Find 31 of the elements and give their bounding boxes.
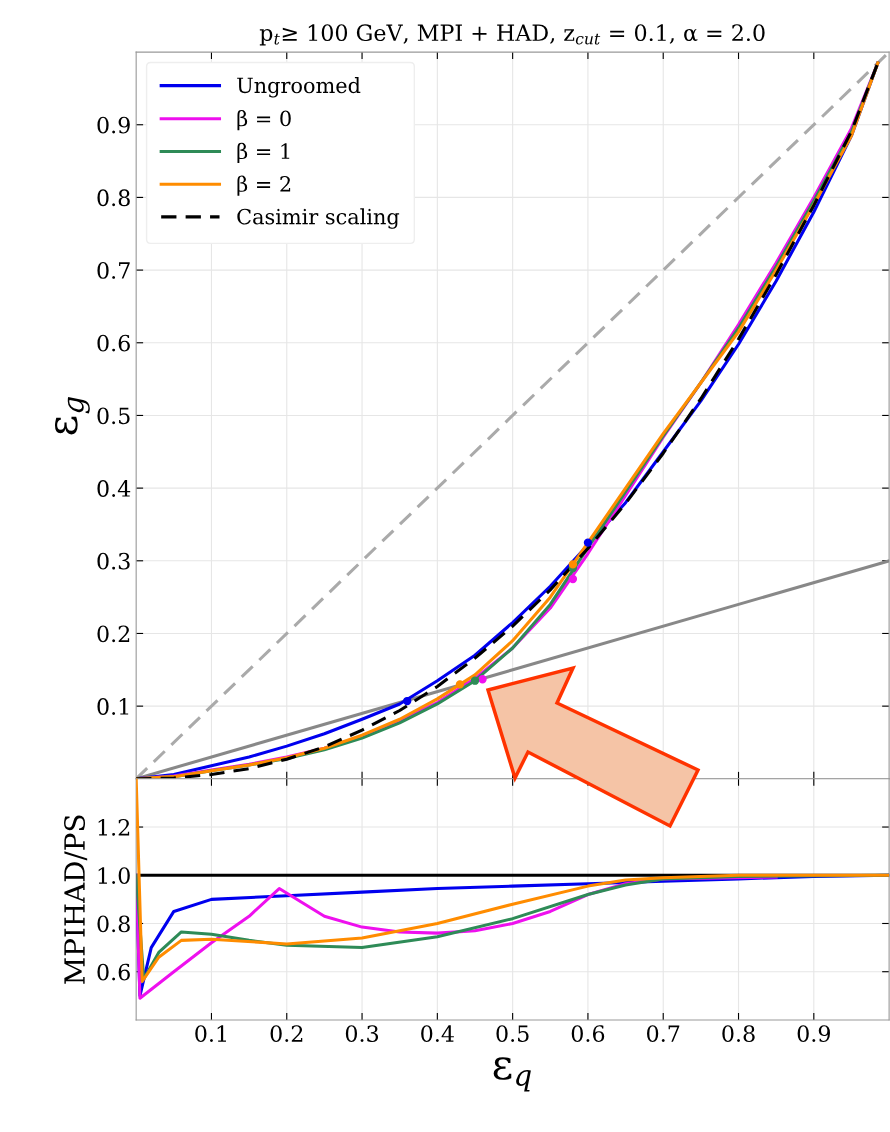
legend-label: β = 0 [237, 110, 291, 131]
x-tick-label: 0.3 [345, 1025, 379, 1042]
y-tick-label: 0.9 [97, 116, 130, 134]
x-tick-label: 0.7 [647, 1025, 680, 1042]
y-tick-label: 0.8 [97, 189, 130, 207]
x-tick-label: 0.4 [421, 1025, 454, 1042]
legend-label: β = 1 [237, 142, 290, 164]
x-axis-title: ε$_{q}$ [493, 1057, 531, 1092]
y-axis-title: MPIHAD/PS [64, 815, 88, 984]
y-tick-label: 0.5 [97, 407, 130, 425]
x-tick-label: 0.6 [571, 1025, 605, 1042]
y-tick-label: 1.2 [98, 818, 130, 836]
x-tick-label: 0.8 [722, 1025, 755, 1042]
y-tick-label: 0.8 [97, 915, 130, 933]
legend-label: Casimir scaling [237, 208, 400, 229]
y-tick-label: 0.2 [97, 625, 130, 643]
y-tick-label: 0.1 [97, 698, 129, 715]
y-tick-label: 1.0 [98, 867, 130, 885]
x-tick-label: 0.9 [797, 1025, 830, 1042]
x-tick-label: 0.5 [496, 1025, 529, 1042]
y-tick-label: 0.6 [97, 334, 130, 352]
y-tick-label: 0.3 [97, 552, 130, 570]
x-tick-label: 0.1 [195, 1025, 226, 1042]
y-tick-label: 0.4 [97, 480, 131, 497]
legend-label: β = 2 [237, 175, 291, 196]
y-tick-label: 0.6 [97, 963, 130, 981]
chart-title: p$_{t}$≥ 100 GeV, MPI + HAD, z$_{cut}$ = 0.1, α = 2.0 [259, 24, 765, 46]
y-axis-title: ε$_{g}$ [55, 397, 90, 435]
x-tick-label: 0.2 [270, 1025, 303, 1042]
legend-label: Ungroomed [237, 77, 361, 98]
y-tick-label: 0.7 [97, 262, 130, 279]
